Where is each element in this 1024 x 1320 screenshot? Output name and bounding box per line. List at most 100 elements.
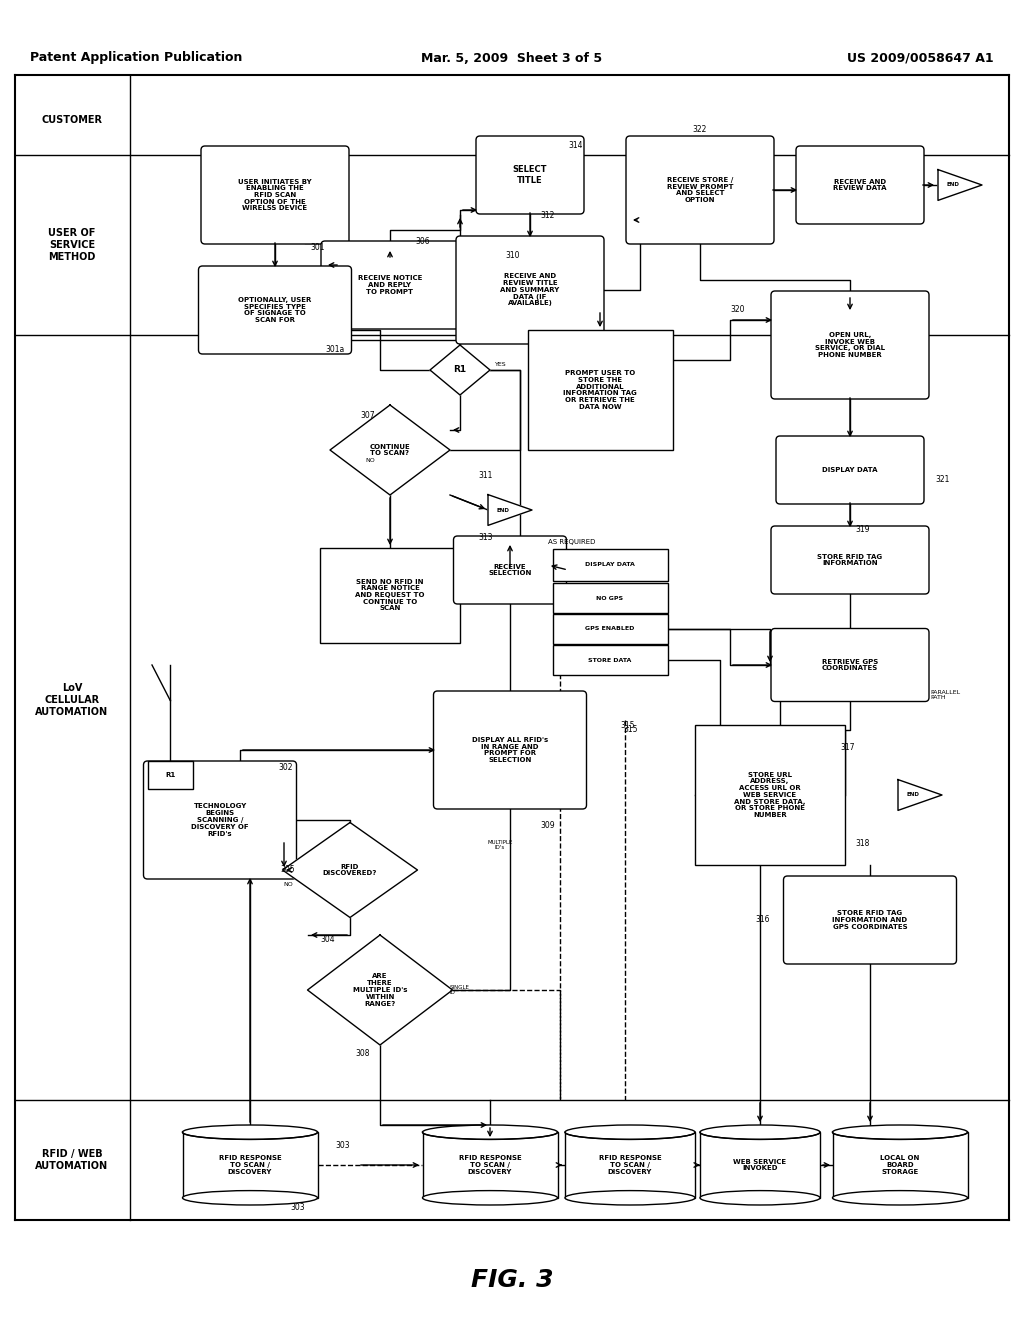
- Text: 311: 311: [478, 470, 493, 479]
- FancyBboxPatch shape: [456, 236, 604, 345]
- Polygon shape: [430, 345, 490, 395]
- Text: SELECT
TITLE: SELECT TITLE: [513, 165, 547, 185]
- Text: 301: 301: [310, 243, 325, 252]
- FancyBboxPatch shape: [553, 549, 668, 581]
- Text: Patent Application Publication: Patent Application Publication: [30, 51, 243, 65]
- FancyBboxPatch shape: [321, 242, 459, 329]
- Polygon shape: [898, 780, 942, 810]
- FancyBboxPatch shape: [553, 645, 668, 675]
- Text: RECEIVE STORE /
REVIEW PROMPT
AND SELECT
OPTION: RECEIVE STORE / REVIEW PROMPT AND SELECT…: [667, 177, 733, 203]
- Ellipse shape: [700, 1125, 820, 1139]
- Text: RETRIEVE GPS
COORDINATES: RETRIEVE GPS COORDINATES: [822, 659, 879, 672]
- FancyBboxPatch shape: [796, 147, 924, 224]
- Ellipse shape: [565, 1191, 695, 1205]
- Text: R1: R1: [165, 772, 175, 777]
- Text: 320: 320: [730, 305, 744, 314]
- Text: 303: 303: [290, 1204, 304, 1213]
- Text: SINGLE
ID: SINGLE ID: [450, 985, 470, 995]
- FancyBboxPatch shape: [553, 614, 668, 644]
- Text: 303: 303: [335, 1140, 349, 1150]
- Text: ARE
THERE
MULTIPLE ID's
WITHIN
RANGE?: ARE THERE MULTIPLE ID's WITHIN RANGE?: [352, 974, 408, 1006]
- Text: 302: 302: [278, 763, 293, 771]
- Text: 315: 315: [623, 726, 638, 734]
- Text: NO GPS: NO GPS: [596, 595, 624, 601]
- FancyBboxPatch shape: [182, 1133, 317, 1197]
- Ellipse shape: [833, 1191, 968, 1205]
- Text: END: END: [497, 507, 510, 512]
- Text: 305: 305: [280, 866, 295, 874]
- FancyBboxPatch shape: [454, 536, 566, 605]
- Text: NO: NO: [283, 883, 293, 887]
- Text: 316: 316: [755, 916, 769, 924]
- FancyBboxPatch shape: [476, 136, 584, 214]
- Polygon shape: [283, 822, 418, 917]
- Text: RFID
DISCOVERED?: RFID DISCOVERED?: [323, 863, 377, 876]
- FancyBboxPatch shape: [833, 1133, 968, 1197]
- FancyBboxPatch shape: [771, 290, 929, 399]
- Text: STORE DATA: STORE DATA: [589, 657, 632, 663]
- Text: CUSTOMER: CUSTOMER: [42, 115, 102, 125]
- Text: US 2009/0058647 A1: US 2009/0058647 A1: [848, 51, 994, 65]
- Text: DISPLAY ALL RFID's
IN RANGE AND
PROMPT FOR
SELECTION: DISPLAY ALL RFID's IN RANGE AND PROMPT F…: [472, 737, 548, 763]
- Text: 312: 312: [540, 210, 554, 219]
- Text: OPTIONALLY, USER
SPECIFIES TYPE
OF SIGNAGE TO
SCAN FOR: OPTIONALLY, USER SPECIFIES TYPE OF SIGNA…: [239, 297, 311, 323]
- Text: STORE RFID TAG
INFORMATION: STORE RFID TAG INFORMATION: [817, 553, 883, 566]
- Text: 319: 319: [855, 525, 869, 535]
- Text: RFID RESPONSE
TO SCAN /
DISCOVERY: RFID RESPONSE TO SCAN / DISCOVERY: [459, 1155, 521, 1175]
- Text: SEND NO RFID IN
RANGE NOTICE
AND REQUEST TO
CONTINUE TO
SCAN: SEND NO RFID IN RANGE NOTICE AND REQUEST…: [355, 578, 425, 611]
- Text: GPS ENABLED: GPS ENABLED: [586, 627, 635, 631]
- Text: 314: 314: [568, 140, 583, 149]
- Text: 304: 304: [319, 936, 335, 945]
- Text: FIG. 3: FIG. 3: [471, 1269, 553, 1292]
- Text: 301a: 301a: [325, 346, 344, 355]
- Ellipse shape: [182, 1191, 317, 1205]
- Ellipse shape: [833, 1125, 968, 1139]
- Text: END: END: [907, 792, 920, 797]
- Text: RECEIVE NOTICE
AND REPLY
TO PROMPT: RECEIVE NOTICE AND REPLY TO PROMPT: [357, 276, 422, 294]
- Polygon shape: [488, 495, 532, 525]
- Text: STORE RFID TAG
INFORMATION AND
GPS COORDINATES: STORE RFID TAG INFORMATION AND GPS COORD…: [833, 911, 907, 929]
- Text: 318: 318: [855, 838, 869, 847]
- Ellipse shape: [700, 1191, 820, 1205]
- FancyBboxPatch shape: [771, 525, 929, 594]
- Text: MULTIPLE
ID's: MULTIPLE ID's: [487, 840, 513, 850]
- Text: 310: 310: [505, 251, 519, 260]
- Text: 306: 306: [415, 238, 430, 247]
- Ellipse shape: [423, 1125, 557, 1139]
- Text: WEB SERVICE
INVOKED: WEB SERVICE INVOKED: [733, 1159, 786, 1171]
- Text: R1: R1: [454, 366, 467, 375]
- FancyBboxPatch shape: [565, 1133, 695, 1197]
- Text: RECEIVE
SELECTION: RECEIVE SELECTION: [488, 564, 531, 577]
- FancyBboxPatch shape: [553, 583, 668, 612]
- FancyBboxPatch shape: [199, 267, 351, 354]
- Text: 308: 308: [355, 1048, 370, 1057]
- Text: OPEN URL,
INVOKE WEB
SERVICE, OR DIAL
PHONE NUMBER: OPEN URL, INVOKE WEB SERVICE, OR DIAL PH…: [815, 331, 885, 358]
- Text: 317: 317: [840, 743, 854, 752]
- Text: 321: 321: [935, 475, 949, 484]
- Text: LoV
CELLULAR
AUTOMATION: LoV CELLULAR AUTOMATION: [36, 684, 109, 717]
- Text: RFID / WEB
AUTOMATION: RFID / WEB AUTOMATION: [36, 1150, 109, 1171]
- Text: AS REQUIRED: AS REQUIRED: [548, 539, 595, 545]
- Text: PARALLEL
PATH: PARALLEL PATH: [930, 689, 961, 701]
- Text: 315: 315: [620, 721, 635, 730]
- FancyBboxPatch shape: [700, 1133, 820, 1197]
- Text: 313: 313: [478, 532, 493, 541]
- Text: TECHNOLOGY
BEGINS
SCANNING /
DISCOVERY OF
RFID's: TECHNOLOGY BEGINS SCANNING / DISCOVERY O…: [191, 804, 249, 837]
- Text: RFID RESPONSE
TO SCAN /
DISCOVERY: RFID RESPONSE TO SCAN / DISCOVERY: [599, 1155, 662, 1175]
- FancyBboxPatch shape: [626, 136, 774, 244]
- Text: PROMPT USER TO
STORE THE
ADDITIONAL
INFORMATION TAG
OR RETRIEVE THE
DATA NOW: PROMPT USER TO STORE THE ADDITIONAL INFO…: [563, 370, 637, 411]
- Text: USER INITIATES BY
ENABLING THE
RFID SCAN
OPTION OF THE
WIRELSS DEVICE: USER INITIATES BY ENABLING THE RFID SCAN…: [239, 178, 312, 211]
- Text: RECEIVE AND
REVIEW TITLE
AND SUMMARY
DATA (IF
AVAILABLE): RECEIVE AND REVIEW TITLE AND SUMMARY DAT…: [501, 273, 560, 306]
- FancyBboxPatch shape: [143, 762, 297, 879]
- FancyBboxPatch shape: [147, 762, 193, 789]
- Text: DISPLAY DATA: DISPLAY DATA: [585, 562, 635, 568]
- FancyBboxPatch shape: [776, 436, 924, 504]
- Polygon shape: [330, 405, 450, 495]
- Polygon shape: [307, 935, 453, 1045]
- Ellipse shape: [182, 1125, 317, 1139]
- Text: 322: 322: [693, 125, 708, 135]
- Polygon shape: [938, 169, 982, 201]
- Text: CONTINUE
TO SCAN?: CONTINUE TO SCAN?: [370, 444, 411, 457]
- Text: STORE URL
ADDRESS,
ACCESS URL OR
WEB SERVICE
AND STORE DATA,
OR STORE PHONE
NUMB: STORE URL ADDRESS, ACCESS URL OR WEB SER…: [734, 772, 806, 818]
- FancyBboxPatch shape: [783, 876, 956, 964]
